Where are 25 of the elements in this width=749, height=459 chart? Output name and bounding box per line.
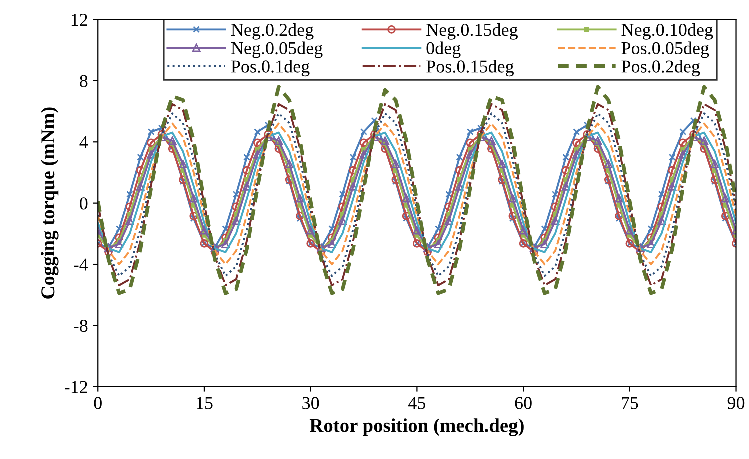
y-tick-label: -12 <box>65 381 88 394</box>
y-tick-label: 4 <box>80 136 88 148</box>
legend-label: Neg.0.05deg <box>231 42 323 58</box>
y-tick-label: -8 <box>74 320 88 332</box>
legend-label: Neg.0.2deg <box>231 23 314 40</box>
legend-label: Pos.0.1deg <box>231 60 310 77</box>
y-tick-label: 12 <box>72 14 88 26</box>
y-tick-label: -4 <box>74 258 88 271</box>
x-tick-label: 0 <box>94 397 102 410</box>
legend-label: Pos.0.15deg <box>426 60 514 77</box>
legend-label: Neg.0.10deg <box>622 23 714 40</box>
y-axis-title: Cogging torque (mNm) <box>40 108 59 299</box>
x-tick-label: 15 <box>197 397 213 410</box>
x-tick-label: 90 <box>728 397 745 410</box>
legend-label: Pos.0.05deg <box>622 42 710 58</box>
y-tick-label: 0 <box>80 198 88 210</box>
x-tick-label: 60 <box>515 397 532 410</box>
y-tick-label: 8 <box>80 75 88 88</box>
x-axis-title: Rotor position (mech.deg) <box>310 418 524 436</box>
legend-label: Neg.0.15deg <box>426 23 518 40</box>
x-tick-label: 45 <box>408 397 426 410</box>
x-tick-label: 30 <box>302 397 320 410</box>
legend-label: Pos.0.2deg <box>622 60 700 77</box>
legend-label: 0deg <box>426 42 461 58</box>
x-tick-label: 75 <box>622 397 638 410</box>
